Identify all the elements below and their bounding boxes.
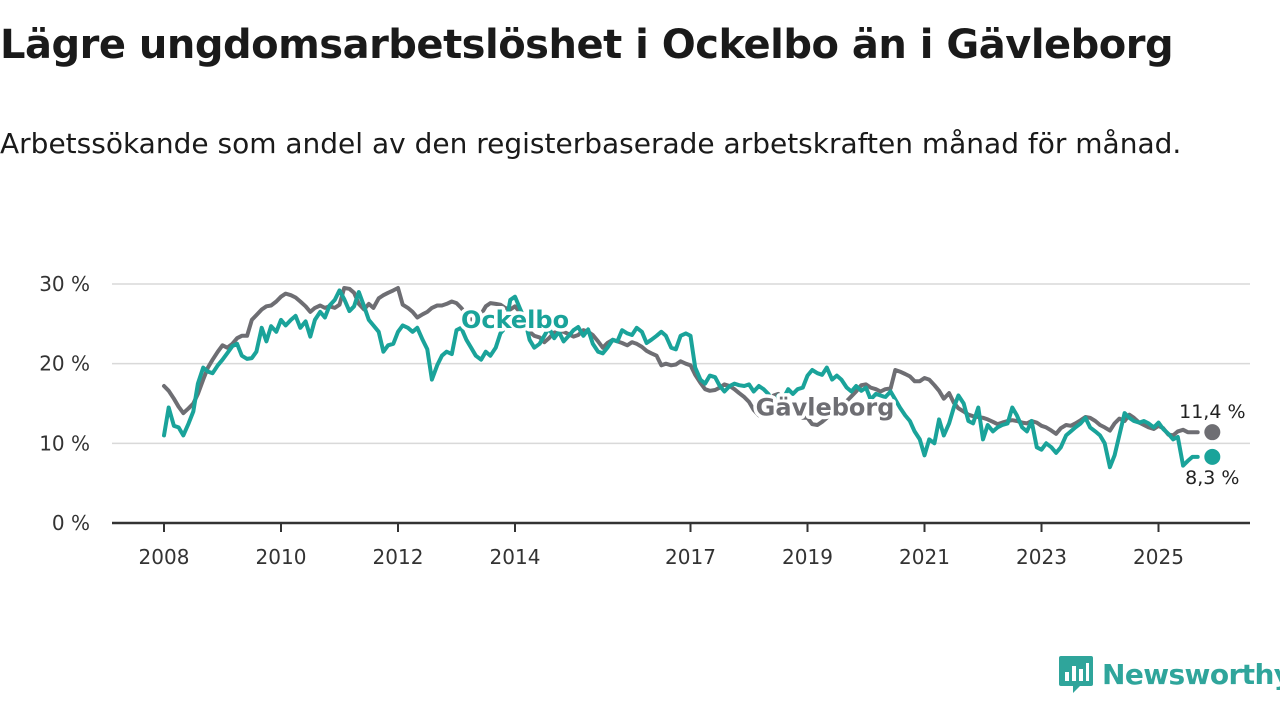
- series-lines: [162, 286, 1200, 470]
- newsworthy-chart-icon: [1059, 656, 1093, 693]
- axes: 0 % 10 % 20 % 30 % 2008 2010 2012 2014 2017 2019 2…: [39, 272, 1250, 569]
- y-tick-label: 10 %: [39, 431, 90, 455]
- series-line-ockelbo: [162, 288, 1200, 470]
- x-tick-label: 2008: [139, 545, 190, 569]
- x-tick-label: 2017: [665, 545, 716, 569]
- x-tick-label: 2010: [256, 545, 307, 569]
- x-tick-label: 2021: [899, 545, 950, 569]
- series-annotation-ockelbo: Ockelbo: [461, 306, 569, 334]
- x-tick-label: 2023: [1016, 545, 1067, 569]
- y-tick-label: 20 %: [39, 352, 90, 376]
- end-marker-ockelbo: [1204, 448, 1221, 465]
- series-line-gävleborg: [162, 286, 1200, 438]
- end-value-label-ockelbo: 8,3 %: [1185, 467, 1239, 489]
- chart-title: Lägre ungdomsarbetslöshet i Ockelbo än i…: [0, 22, 1174, 68]
- x-tick-label: 2025: [1133, 545, 1184, 569]
- x-tick-label: 2014: [490, 545, 541, 569]
- series-annotation-gävleborg: Gävleborg: [756, 393, 895, 421]
- chart-subtitle: Arbetssökande som andel av den registerb…: [0, 127, 1182, 160]
- brand-logo[interactable]: Newsworthy: [1058, 653, 1280, 695]
- labels: Ockelbo Gävleborg 11,4 % 8,3 %: [457, 302, 1248, 491]
- end-marker-gävleborg: [1204, 424, 1221, 441]
- x-tick-label: 2012: [373, 545, 424, 569]
- end-value-label-gävleborg: 11,4 %: [1179, 401, 1245, 423]
- y-tick-label: 0 %: [52, 511, 90, 535]
- x-tick-label: 2019: [782, 545, 833, 569]
- y-tick-label: 30 %: [39, 272, 90, 296]
- brand-name: Newsworthy: [1102, 657, 1280, 691]
